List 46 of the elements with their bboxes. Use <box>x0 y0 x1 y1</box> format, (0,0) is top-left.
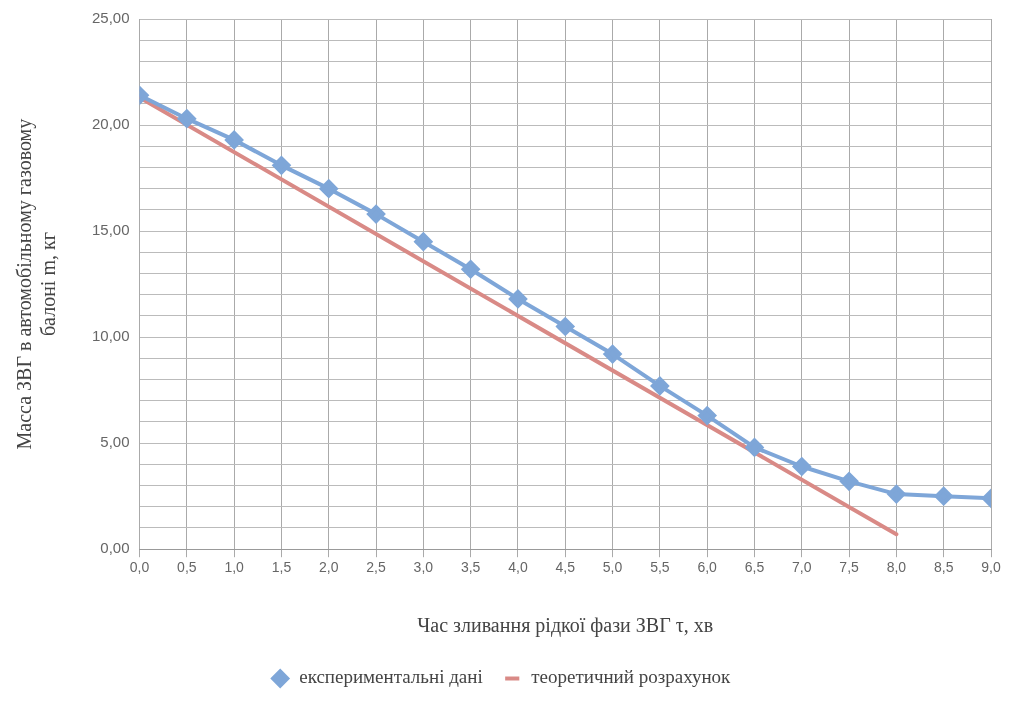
x-tick-label: 5,0 <box>602 559 623 576</box>
x-tick-label: 8,0 <box>886 559 907 576</box>
y-tick-label: 10,00 <box>91 327 130 345</box>
point <box>745 438 764 457</box>
x-tick-label: 0,5 <box>177 559 197 576</box>
point <box>225 130 244 149</box>
x-tick-label: 6,5 <box>744 559 765 576</box>
x-tick-label: 7,5 <box>839 559 860 576</box>
point <box>319 179 338 198</box>
point <box>508 289 527 308</box>
x-tick-label: 7,0 <box>792 559 812 576</box>
x-tick-label: 1,5 <box>271 559 292 576</box>
x-tick-label: 6,0 <box>697 559 718 576</box>
x-tick-label: 4,5 <box>555 559 576 576</box>
point <box>792 457 811 476</box>
point <box>887 485 906 504</box>
point <box>461 260 480 279</box>
y-tick-label: 0,00 <box>100 539 130 557</box>
x-tick-label: 3,5 <box>460 559 481 576</box>
point <box>177 109 196 128</box>
point <box>272 156 291 175</box>
x-tick-label: 2,5 <box>366 559 386 576</box>
y-tick-label: 15,00 <box>91 221 130 239</box>
x-tick-label: 5,5 <box>650 559 670 576</box>
x-tick-label: 2,0 <box>319 559 339 576</box>
point <box>367 205 386 224</box>
legend-label: теоретичний розрахунок <box>531 666 732 688</box>
point <box>603 345 622 364</box>
x-tick-label: 3,0 <box>413 559 434 576</box>
x-axis-title: Час зливання рідкої фази ЗВГ τ, хв <box>417 614 714 638</box>
y-tick-label: 25,00 <box>91 9 130 27</box>
point <box>698 406 717 425</box>
x-tick-label: 0,0 <box>129 559 150 576</box>
point <box>840 472 859 491</box>
x-tick-label: 8,5 <box>933 559 954 576</box>
point <box>556 317 575 336</box>
y-tick-label: 20,00 <box>91 115 130 133</box>
point <box>414 232 433 251</box>
y-axis-title: Масса ЗВГ в автомобільному газовому балоні m, кг <box>13 118 60 450</box>
point <box>650 376 669 395</box>
x-tick-label: 1,0 <box>224 559 245 576</box>
point <box>934 487 953 506</box>
y-tick-label: 5,00 <box>100 433 130 451</box>
x-tick-label: 9,0 <box>981 559 1001 576</box>
x-tick-label: 4,0 <box>508 559 528 576</box>
legend-label: експериментальні дані <box>299 666 483 688</box>
